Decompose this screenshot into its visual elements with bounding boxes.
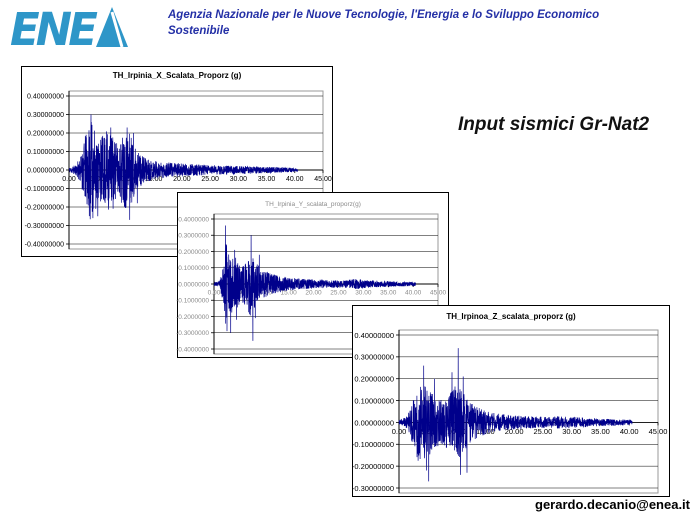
svg-text:35.00: 35.00 (591, 427, 610, 436)
svg-text:0.00000000: 0.00000000 (27, 168, 64, 175)
svg-text:-0.30000000: -0.30000000 (352, 484, 394, 493)
agency-name-line1: Agenzia Nazionale per le Nuove Tecnologi… (168, 9, 600, 21)
svg-text:0.30000000: 0.30000000 (27, 112, 64, 119)
svg-text:0.20000000: 0.20000000 (27, 131, 64, 138)
agency-name: Agenzia Nazionale per le Nuove Tecnologi… (168, 7, 696, 39)
svg-text:0.10000000: 0.10000000 (27, 149, 64, 156)
seismogram-plot-z: 0.40000000 0.30000000 0.20000000 0.10000000… (352, 329, 668, 494)
seismogram-plot-y: 0.4000000 0.3000000 0.2000000 0.1000000 0.00… (176, 213, 447, 355)
svg-text:15.00: 15.00 (281, 290, 298, 297)
svg-text:35.00: 35.00 (258, 176, 276, 183)
svg-text:0.2000000: 0.2000000 (178, 249, 209, 256)
svg-text:40.00: 40.00 (286, 176, 304, 183)
svg-text:0.00: 0.00 (62, 176, 76, 183)
svg-text:45.00: 45.00 (314, 176, 332, 183)
svg-text:0.20000000: 0.20000000 (354, 375, 394, 384)
svg-text:0.4000000: 0.4000000 (178, 216, 209, 223)
chart-title-z: TH_Irpinoa_Z_scalata_proporz (g) (446, 312, 576, 321)
svg-text:20.00: 20.00 (173, 176, 191, 183)
svg-text:15.00: 15.00 (145, 176, 163, 183)
svg-text:-0.3000000: -0.3000000 (176, 330, 209, 337)
svg-text:20.00: 20.00 (305, 290, 322, 297)
svg-text:0.00: 0.00 (392, 427, 407, 436)
svg-text:25.00: 25.00 (533, 427, 552, 436)
svg-text:30.00: 30.00 (355, 290, 372, 297)
svg-text:0.1000000: 0.1000000 (178, 265, 209, 272)
svg-text:25.00: 25.00 (201, 176, 219, 183)
svg-text:-0.30000000: -0.30000000 (25, 223, 64, 230)
svg-text:15.00: 15.00 (476, 427, 495, 436)
svg-text:-0.10000000: -0.10000000 (352, 440, 394, 449)
chart-panel-th-irpinia-y: 0.4000000 0.3000000 0.2000000 0.1000000 0.00… (176, 192, 449, 358)
svg-text:25.00: 25.00 (330, 290, 347, 297)
svg-text:-0.4000000: -0.4000000 (176, 346, 209, 353)
svg-text:40.00: 40.00 (405, 290, 422, 297)
svg-text:-0.2000000: -0.2000000 (176, 314, 209, 321)
enea-logo: ENE (10, 4, 128, 52)
svg-text:0.30000000: 0.30000000 (354, 353, 394, 362)
svg-text:0.00000000: 0.00000000 (354, 418, 394, 427)
svg-text:ENE: ENE (10, 4, 98, 52)
svg-text:0.40000000: 0.40000000 (27, 94, 64, 101)
slide-title: Input sismici Gr-Nat2 (458, 114, 650, 135)
svg-text:-0.40000000: -0.40000000 (25, 242, 64, 249)
svg-text:35.00: 35.00 (380, 290, 397, 297)
svg-text:0.10000000: 0.10000000 (354, 396, 394, 405)
agency-name-line2: Sostenibile (168, 25, 230, 38)
svg-text:0.0000000: 0.0000000 (178, 281, 209, 288)
svg-text:-0.1000000: -0.1000000 (176, 298, 209, 305)
svg-text:30.00: 30.00 (230, 176, 248, 183)
svg-text:45.00: 45.00 (430, 290, 447, 297)
svg-text:-0.20000000: -0.20000000 (352, 462, 394, 471)
svg-text:-0.10000000: -0.10000000 (25, 186, 64, 193)
svg-text:45.00: 45.00 (649, 427, 668, 436)
chart-title-y: TH_Irpinia_Y_scalata_proporz(g) (265, 201, 361, 208)
svg-text:40.00: 40.00 (620, 427, 639, 436)
contact-email: gerardo.decanio@enea.it (535, 497, 690, 512)
svg-text:-0.20000000: -0.20000000 (25, 205, 64, 212)
svg-text:30.00: 30.00 (562, 427, 581, 436)
svg-text:0.40000000: 0.40000000 (354, 331, 394, 340)
svg-text:20.00: 20.00 (505, 427, 524, 436)
svg-text:0.00: 0.00 (208, 290, 221, 297)
svg-text:0.3000000: 0.3000000 (178, 233, 209, 240)
chart-title-x: TH_Irpinia_X_Scalata_Proporz (g) (112, 71, 242, 80)
chart-panel-th-irpinia-z: 0.40000000 0.30000000 0.20000000 0.10000000… (352, 305, 670, 497)
